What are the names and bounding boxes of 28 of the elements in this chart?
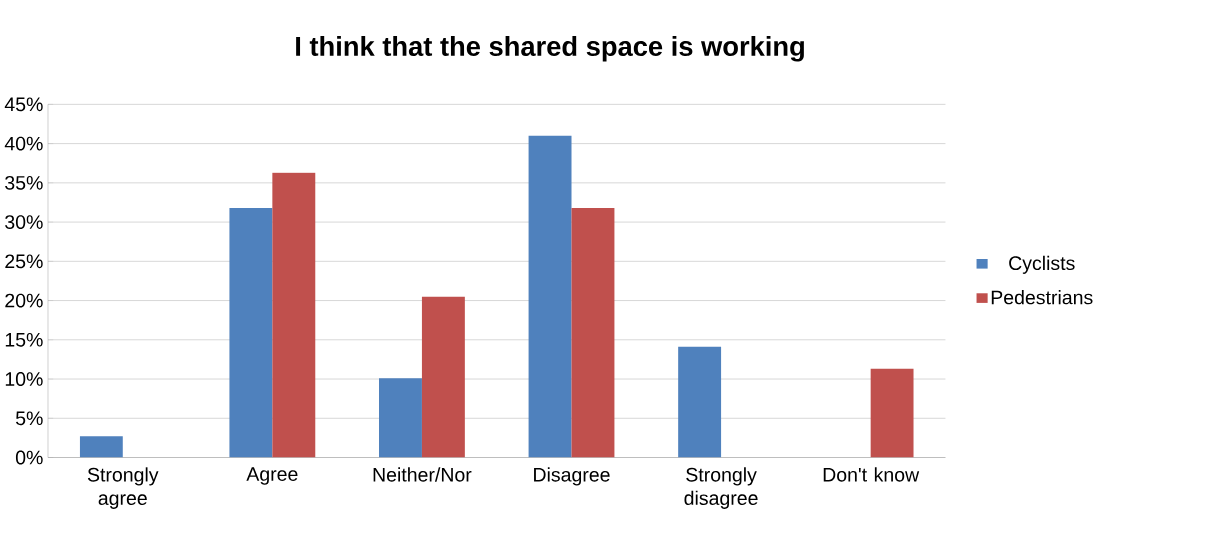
x-tick-label: Neither/Nor — [373, 467, 472, 482]
y-tick-label: 25% — [5, 254, 43, 269]
x-tick-label: Agree — [246, 467, 298, 485]
x-tick-label: Don't know — [823, 467, 920, 482]
bar — [870, 368, 914, 458]
bar — [79, 436, 123, 458]
y-tick-label: 45% — [4, 97, 43, 112]
bar — [571, 207, 615, 458]
y-tick-label: 10% — [5, 372, 43, 386]
y-tick-label: 0% — [15, 450, 43, 465]
bar — [272, 172, 316, 458]
y-tick-label: 5% — [15, 411, 43, 426]
chart-title: I think that the shared space is working — [296, 35, 804, 62]
x-tick-label: Strongly agree — [87, 467, 159, 509]
bar — [678, 346, 722, 458]
y-tick-label: 40% — [4, 136, 43, 151]
y-tick-label: 35% — [5, 175, 43, 190]
y-tick-label: 20% — [5, 293, 43, 308]
x-tick-label: Disagree — [534, 467, 610, 486]
bar — [379, 378, 422, 458]
bar — [421, 296, 465, 458]
y-tick-label: 15% — [5, 332, 43, 347]
bar — [229, 207, 273, 458]
bar — [528, 135, 572, 458]
y-tick-label: 30% — [5, 215, 43, 229]
x-tick-label: Strongly disagree — [684, 467, 758, 509]
legend-label: Pedestrians — [991, 289, 1093, 305]
legend-label: Cyclists — [1009, 255, 1075, 274]
